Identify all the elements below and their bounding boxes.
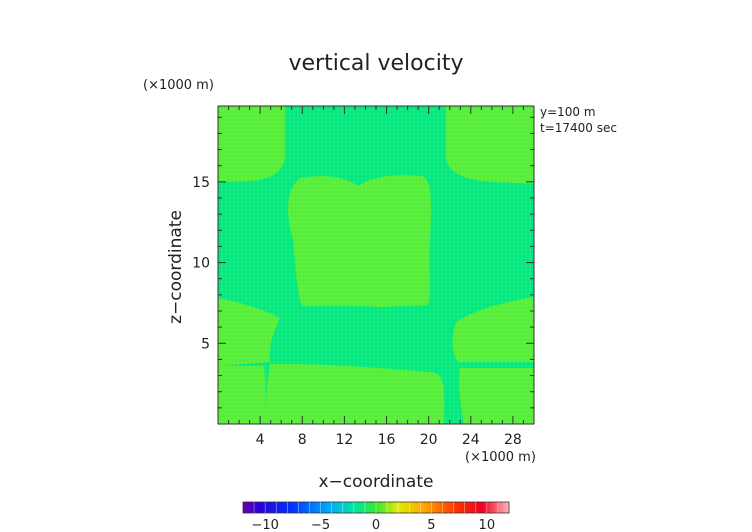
region-bottom-center xyxy=(265,363,445,424)
y-tick-label: 5 xyxy=(201,336,210,352)
annotation-y: y=100 m xyxy=(540,105,596,119)
x-tick-label: 12 xyxy=(335,432,353,448)
region-middle-right xyxy=(452,297,534,362)
y-tick-label: 10 xyxy=(192,256,210,272)
region-top-left xyxy=(218,106,285,182)
y-axis-label: z−coordinate xyxy=(166,210,186,324)
colorbar-ticks: −10 −5 0 5 10 xyxy=(251,502,499,532)
x-tick-label: 28 xyxy=(504,432,522,448)
y-ticks: 5 10 15 xyxy=(192,116,534,409)
region-top-right xyxy=(446,106,534,184)
y-tick-label: 15 xyxy=(192,175,210,191)
velocity-regions xyxy=(218,106,534,424)
x-unit-label: (×1000 m) xyxy=(465,450,536,465)
region-middle-left xyxy=(218,298,280,366)
x-tick-label: 24 xyxy=(462,432,480,448)
plot-area: 4 8 12 16 20 24 28 5 10 15 xyxy=(192,105,535,448)
x-tick-label: 20 xyxy=(420,432,438,448)
x-axis-label: x−coordinate xyxy=(319,472,434,492)
x-tick-label: 4 xyxy=(256,432,265,448)
x-tick-label: 16 xyxy=(378,432,396,448)
colorbar-tick-label: 0 xyxy=(372,518,380,532)
colorbar-tick-label: −5 xyxy=(311,518,330,532)
colorbar-tick-label: −10 xyxy=(251,518,278,532)
region-center xyxy=(288,175,431,307)
x-ticks: 4 8 12 16 20 24 28 xyxy=(228,106,524,448)
chart-title: vertical velocity xyxy=(288,51,463,76)
grid-lines xyxy=(218,106,534,424)
colorbar-tick-label: 10 xyxy=(479,518,496,532)
region-bottom-left xyxy=(218,366,266,424)
annotation-time: t=17400 sec xyxy=(540,121,617,135)
y-unit-label: (×1000 m) xyxy=(143,78,214,93)
colorbar: −10 −5 0 5 10 xyxy=(242,501,510,532)
region-bottom-right xyxy=(459,368,534,424)
x-tick-label: 8 xyxy=(298,432,307,448)
colorbar-tick-label: 5 xyxy=(427,518,435,532)
